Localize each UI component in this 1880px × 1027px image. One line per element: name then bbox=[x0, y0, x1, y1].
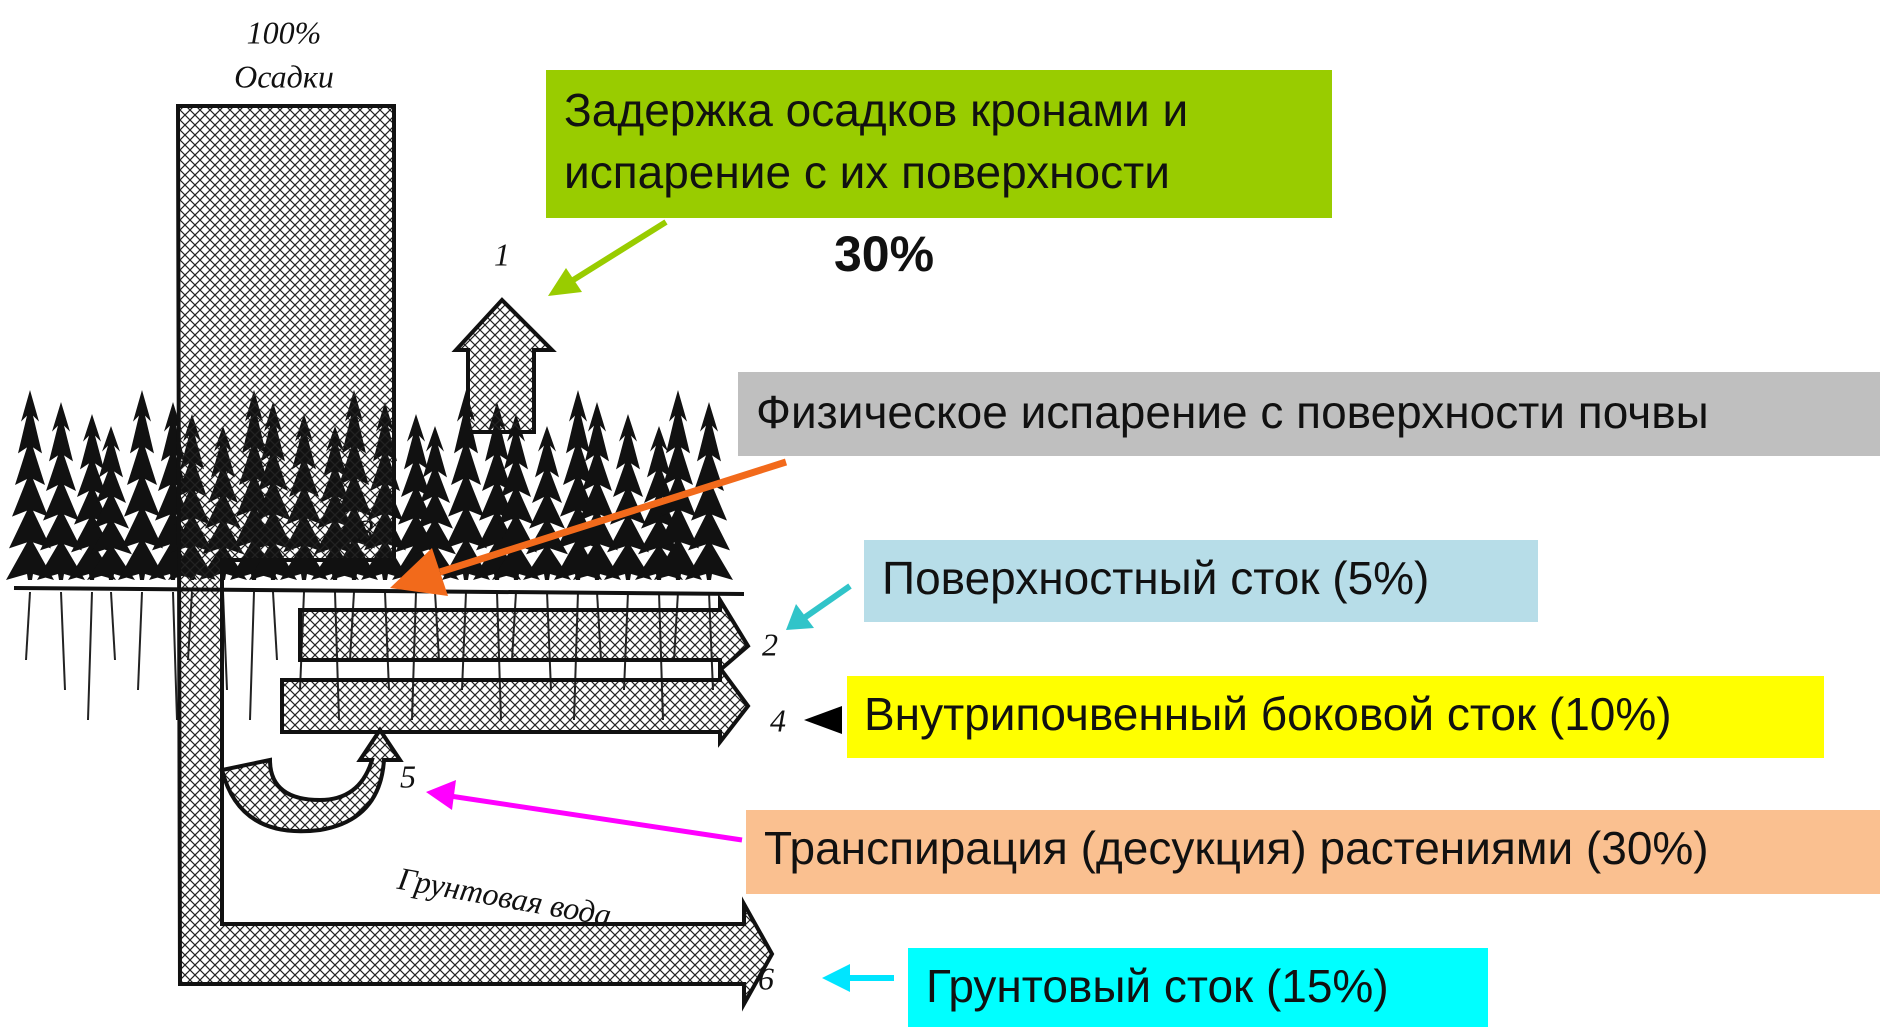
tree bbox=[411, 426, 459, 580]
root bbox=[87, 591, 93, 721]
number: 1 bbox=[494, 236, 510, 272]
tree bbox=[87, 426, 135, 580]
callout-text: Транспирация (десукция) растениями (30%) bbox=[764, 822, 1709, 874]
number: 2 bbox=[762, 626, 778, 662]
callout-box bbox=[908, 948, 1488, 1027]
precipitation-percent: 100% bbox=[247, 14, 322, 50]
root bbox=[272, 591, 278, 661]
callout-box bbox=[738, 372, 1880, 456]
tree bbox=[654, 390, 702, 580]
tree bbox=[523, 426, 571, 580]
callout-text: Поверхностный сток (5%) bbox=[882, 552, 1429, 604]
callout-text: Задержка осадков кронами и bbox=[564, 84, 1188, 136]
tree bbox=[6, 390, 54, 580]
callout-box bbox=[546, 70, 1332, 218]
crown-evaporation-arrow bbox=[451, 297, 557, 434]
callout-value: 30% bbox=[834, 226, 934, 282]
number: 3 bbox=[357, 512, 374, 548]
tree bbox=[573, 402, 621, 580]
root bbox=[172, 591, 178, 721]
transpiration-arrow bbox=[219, 726, 404, 834]
callout-box bbox=[847, 676, 1824, 758]
tree bbox=[118, 390, 166, 580]
number: 5 bbox=[400, 758, 416, 794]
subsurface-runoff-arrow bbox=[280, 661, 751, 748]
tree bbox=[492, 414, 540, 580]
number: 4 bbox=[770, 702, 786, 738]
tree bbox=[37, 402, 85, 580]
callout-text: Грунтовый сток (15%) bbox=[926, 960, 1389, 1012]
ground-line bbox=[13, 586, 745, 596]
callout-text: Внутрипочвенный боковой сток (10%) bbox=[864, 688, 1672, 740]
root bbox=[249, 591, 255, 721]
root bbox=[25, 591, 31, 661]
callout-text: испарение с их поверхности bbox=[564, 146, 1170, 198]
precipitation-label: Осадки bbox=[234, 58, 334, 94]
groundwater-label: Грунтовая вода bbox=[394, 860, 614, 933]
root bbox=[110, 591, 116, 661]
root bbox=[137, 591, 143, 691]
tree bbox=[685, 402, 733, 580]
surface-runoff-arrow bbox=[298, 592, 751, 675]
callout-box bbox=[746, 810, 1880, 894]
number: 6 bbox=[758, 960, 774, 996]
root bbox=[60, 591, 66, 691]
pointer-arrows bbox=[390, 219, 894, 992]
tree bbox=[442, 390, 490, 580]
precipitation-column bbox=[175, 104, 775, 1012]
callout-text: Физическое испарение с поверхности почвы bbox=[756, 386, 1709, 438]
tree bbox=[604, 414, 652, 580]
callout-box bbox=[864, 540, 1538, 622]
